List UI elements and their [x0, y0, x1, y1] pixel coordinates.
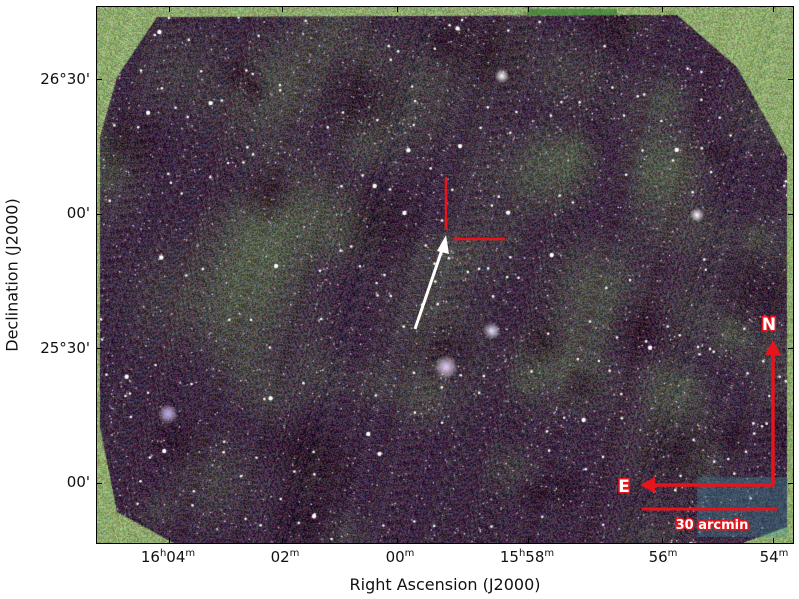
x-tick-top: [662, 7, 663, 12]
x-tick-label: 16h04m: [140, 548, 196, 566]
x-tick-top: [282, 7, 283, 12]
y-tick-label: 00': [66, 473, 90, 491]
x-tick-top: [169, 7, 170, 12]
y-tick-label: 00': [66, 204, 90, 222]
annotation-overlay: N E 30 arcmin: [413, 177, 781, 535]
y-tick-left: [97, 79, 102, 80]
east-arrow-head: [640, 477, 655, 493]
y-axis-title: Declination (J2000): [2, 198, 22, 352]
east-label: E: [618, 477, 630, 497]
y-tick-right: [788, 348, 793, 349]
x-tick-bottom: [397, 538, 398, 543]
north-arrow-head: [765, 340, 781, 355]
north-label: N: [762, 315, 776, 335]
x-tick-label: 15h58m: [499, 548, 555, 566]
y-tick-left: [97, 214, 102, 215]
x-tick-label: 00m: [385, 548, 415, 566]
x-tick-label: 02m: [270, 548, 300, 566]
arrow-head: [437, 235, 449, 254]
scale-bar: 30 arcmin: [642, 507, 777, 535]
x-tick-top: [528, 7, 529, 12]
y-tick-right: [788, 79, 793, 80]
x-tick-top: [397, 7, 398, 12]
sky-image-frame: N E 30 arcmin: [96, 6, 794, 544]
y-tick-right: [788, 214, 793, 215]
x-tick-bottom: [773, 538, 774, 543]
y-tick-right: [788, 483, 793, 484]
x-tick-label: 54m: [759, 548, 789, 566]
x-tick-bottom: [169, 538, 170, 543]
y-tick-label: 25°30': [40, 339, 90, 357]
x-tick-bottom: [662, 538, 663, 543]
pointer-arrow: [413, 235, 449, 330]
scale-label: 30 arcmin: [676, 518, 749, 533]
compass: N E: [617, 314, 781, 499]
x-axis-title: Right Ascension (J2000): [349, 575, 541, 594]
y-tick-label: 26°30': [40, 70, 90, 88]
x-tick-top: [773, 7, 774, 12]
arrow-shaft: [413, 246, 445, 330]
target-marker: [444, 177, 505, 241]
x-tick-bottom: [282, 538, 283, 543]
x-tick-label: 56m: [648, 548, 678, 566]
y-tick-left: [97, 348, 102, 349]
sky-image: [97, 7, 793, 543]
y-tick-left: [97, 483, 102, 484]
x-tick-bottom: [528, 538, 529, 543]
